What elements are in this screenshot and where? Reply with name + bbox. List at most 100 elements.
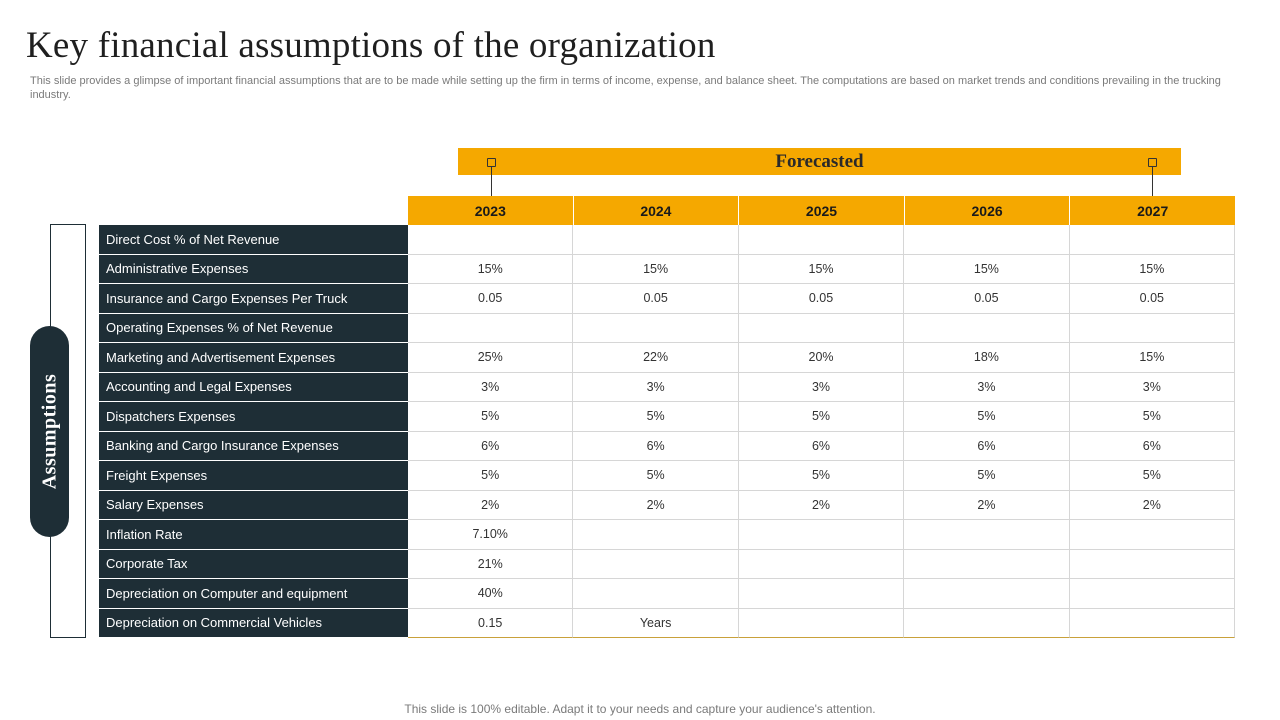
value-cell-2024 xyxy=(573,313,739,343)
value-cell-2026: 5% xyxy=(904,402,1070,432)
value-cell-2027: 15% xyxy=(1069,254,1236,284)
value-cell-2024: 22% xyxy=(573,343,739,373)
value-cell-2027: 6% xyxy=(1069,431,1236,461)
assumptions-table: Direct Cost % of Net Revenue Administrati… xyxy=(99,225,1236,638)
value-cell-2023: 0.05 xyxy=(408,284,574,314)
value-cell-2024 xyxy=(573,225,739,255)
value-cell-2025 xyxy=(738,313,905,343)
value-cell-2025: 0.05 xyxy=(738,284,905,314)
value-cell-2025 xyxy=(738,549,905,579)
row-label: Salary Expenses xyxy=(99,490,408,520)
page-title: Key financial assumptions of the organiz… xyxy=(26,25,716,66)
row-label: Insurance and Cargo Expenses Per Truck xyxy=(99,284,408,314)
value-cell-2025 xyxy=(738,608,905,638)
value-cell-2027: 15% xyxy=(1069,343,1236,373)
value-cell-2025 xyxy=(738,520,905,550)
value-cell-2023: 40% xyxy=(408,579,574,609)
value-cell-2024: 5% xyxy=(573,402,739,432)
year-header-2024: 2024 xyxy=(573,196,740,225)
row-label: Direct Cost % of Net Revenue xyxy=(99,225,408,255)
value-cell-2025: 2% xyxy=(738,490,905,520)
value-cell-2026 xyxy=(904,225,1070,255)
table-row: Banking and Cargo Insurance Expenses 6% 6%… xyxy=(99,431,1236,461)
value-cell-2023: 5% xyxy=(408,402,574,432)
value-cell-2025: 5% xyxy=(738,461,905,491)
year-header-2027: 2027 xyxy=(1070,196,1235,225)
value-cell-2024: 5% xyxy=(573,461,739,491)
value-cell-2023: 21% xyxy=(408,549,574,579)
row-label: Administrative Expenses xyxy=(99,254,408,284)
table-row: Dispatchers Expenses 5% 5% 5% 5% 5% xyxy=(99,402,1236,432)
value-cell-2026: 15% xyxy=(904,254,1070,284)
row-label: Corporate Tax xyxy=(99,549,408,579)
value-cell-2024: 3% xyxy=(573,372,739,402)
value-cell-2024: 6% xyxy=(573,431,739,461)
value-cell-2024: 2% xyxy=(573,490,739,520)
footer-note: This slide is 100% editable. Adapt it to… xyxy=(404,702,876,716)
value-cell-2026 xyxy=(904,608,1070,638)
forecasted-banner: Forecasted xyxy=(458,148,1181,175)
value-cell-2026: 0.05 xyxy=(904,284,1070,314)
value-cell-2026 xyxy=(904,549,1070,579)
connector-dot-left xyxy=(487,158,496,167)
value-cell-2024: Years xyxy=(573,608,739,638)
connector-line-left xyxy=(491,167,492,196)
value-cell-2023: 5% xyxy=(408,461,574,491)
row-label: Marketing and Advertisement Expenses xyxy=(99,343,408,373)
table-row: Inflation Rate 7.10% xyxy=(99,520,1236,550)
row-label: Depreciation on Commercial Vehicles xyxy=(99,608,408,638)
value-cell-2027: 0.05 xyxy=(1069,284,1236,314)
year-header-2025: 2025 xyxy=(739,196,905,225)
forecasted-label: Forecasted xyxy=(775,150,864,172)
year-header-2026: 2026 xyxy=(904,196,1071,225)
value-cell-2025 xyxy=(738,225,905,255)
value-cell-2025: 3% xyxy=(738,372,905,402)
row-label: Operating Expenses % of Net Revenue xyxy=(99,313,408,343)
value-cell-2026: 2% xyxy=(904,490,1070,520)
connector-dot-right xyxy=(1148,158,1157,167)
value-cell-2026 xyxy=(904,313,1070,343)
value-cell-2023: 7.10% xyxy=(408,520,574,550)
value-cell-2024: 15% xyxy=(573,254,739,284)
table-row: Depreciation on Computer and equipment 40… xyxy=(99,579,1236,609)
value-cell-2027 xyxy=(1069,313,1236,343)
value-cell-2023 xyxy=(408,225,574,255)
value-cell-2027 xyxy=(1069,549,1236,579)
value-cell-2023: 25% xyxy=(408,343,574,373)
value-cell-2025: 6% xyxy=(738,431,905,461)
page-subtitle: This slide provides a glimpse of importa… xyxy=(30,75,1221,101)
value-cell-2027 xyxy=(1069,225,1236,255)
value-cell-2024 xyxy=(573,549,739,579)
table-row: Accounting and Legal Expenses 3% 3% 3% 3% 3% xyxy=(99,372,1236,402)
year-header-row: 2023 2024 2025 2026 2027 xyxy=(408,196,1235,225)
value-cell-2026: 18% xyxy=(904,343,1070,373)
row-label: Freight Expenses xyxy=(99,461,408,491)
table-row: Freight Expenses 5% 5% 5% 5% 5% xyxy=(99,461,1236,491)
value-cell-2023: 0.15 xyxy=(408,608,574,638)
value-cell-2027: 3% xyxy=(1069,372,1236,402)
value-cell-2023: 3% xyxy=(408,372,574,402)
row-label: Dispatchers Expenses xyxy=(99,402,408,432)
table-row: Administrative Expenses 15% 15% 15% 15% 15% xyxy=(99,254,1236,284)
value-cell-2026 xyxy=(904,579,1070,609)
table-row: Depreciation on Commercial Vehicles 0.15 Y… xyxy=(99,608,1236,638)
value-cell-2027: 2% xyxy=(1069,490,1236,520)
value-cell-2027 xyxy=(1069,579,1236,609)
table-row: Marketing and Advertisement Expenses 25% 2… xyxy=(99,343,1236,373)
connector-line-right xyxy=(1152,167,1153,196)
table-row: Insurance and Cargo Expenses Per Truck 0.… xyxy=(99,284,1236,314)
value-cell-2026: 6% xyxy=(904,431,1070,461)
table-row: Operating Expenses % of Net Revenue xyxy=(99,313,1236,343)
value-cell-2025: 20% xyxy=(738,343,905,373)
assumptions-label: Assumptions xyxy=(38,373,61,490)
value-cell-2027 xyxy=(1069,520,1236,550)
value-cell-2024 xyxy=(573,520,739,550)
row-label: Depreciation on Computer and equipment xyxy=(99,579,408,609)
value-cell-2023: 15% xyxy=(408,254,574,284)
value-cell-2026: 5% xyxy=(904,461,1070,491)
value-cell-2025 xyxy=(738,579,905,609)
value-cell-2027: 5% xyxy=(1069,461,1236,491)
assumptions-pill: Assumptions xyxy=(30,326,69,537)
year-header-2023: 2023 xyxy=(408,196,574,225)
value-cell-2024 xyxy=(573,579,739,609)
